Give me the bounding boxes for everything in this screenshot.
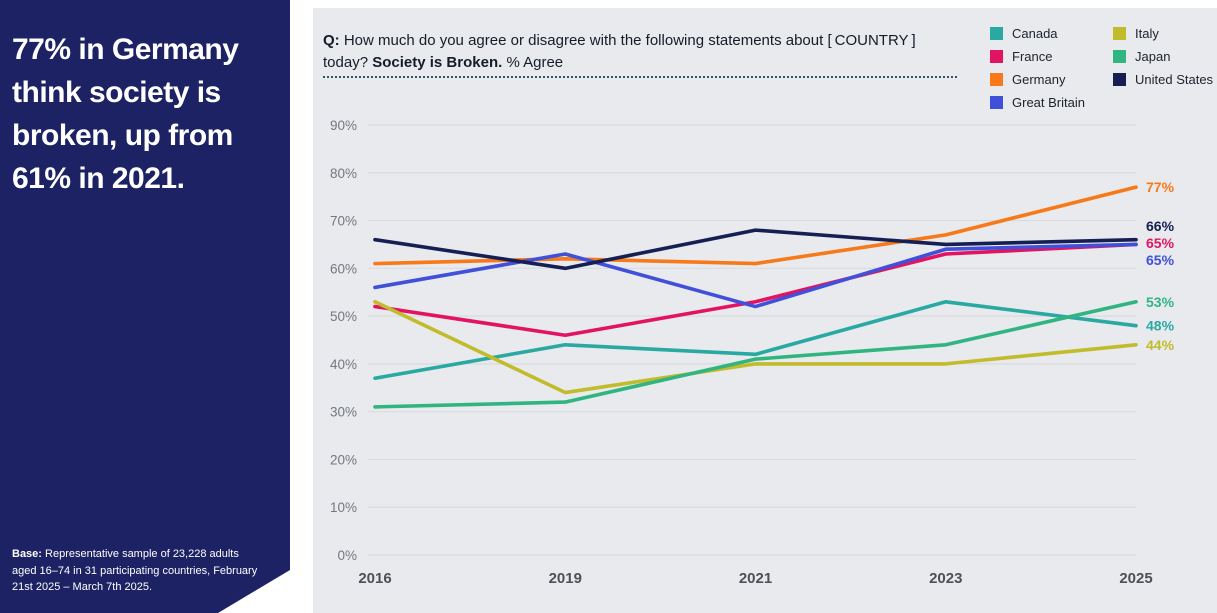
sidebar: 77% in Germany think society is broken, … bbox=[0, 0, 290, 613]
question-body: How much do you agree or disagree with t… bbox=[323, 32, 916, 71]
series-line-france bbox=[373, 242, 1138, 338]
legend-column-2: Italy Japan United States bbox=[1113, 22, 1213, 91]
base-note-label: Base: bbox=[12, 548, 42, 560]
y-axis-tick-label: 0% bbox=[337, 548, 357, 563]
end-value-label-great-britain: 65% bbox=[1146, 252, 1175, 268]
legend-item-france: France bbox=[990, 45, 1085, 68]
legend-label: Italy bbox=[1135, 26, 1159, 41]
question-suffix: % Agree bbox=[502, 53, 564, 71]
series-line-united-states bbox=[373, 228, 1138, 271]
legend-item-great-britain: Great Britain bbox=[990, 91, 1085, 114]
legend-item-italy: Italy bbox=[1113, 22, 1213, 45]
legend-swatch-icon bbox=[990, 27, 1003, 40]
series-line-canada bbox=[373, 299, 1138, 381]
legend-item-united-states: United States bbox=[1113, 68, 1213, 91]
legend-label: Japan bbox=[1135, 49, 1171, 64]
series-line-germany bbox=[373, 185, 1138, 266]
end-value-label-france: 65% bbox=[1146, 235, 1175, 251]
chart-panel: Q: How much do you agree or disagree wit… bbox=[313, 8, 1217, 613]
series-line-italy bbox=[373, 299, 1138, 395]
legend-label: Canada bbox=[1012, 26, 1058, 41]
y-axis-tick-label: 60% bbox=[330, 261, 357, 276]
legend-swatch-icon bbox=[990, 73, 1003, 86]
x-axis-tick-label: 2016 bbox=[358, 570, 391, 587]
legend-swatch-icon bbox=[990, 96, 1003, 109]
legend-label: Great Britain bbox=[1012, 95, 1085, 110]
y-axis-tick-label: 40% bbox=[330, 357, 357, 372]
legend-swatch-icon bbox=[1113, 50, 1126, 63]
legend-column-1: Canada France Germany Great Britain bbox=[990, 22, 1085, 114]
question-text: Q: How much do you agree or disagree wit… bbox=[323, 30, 923, 73]
y-axis-tick-label: 80% bbox=[330, 166, 357, 181]
x-axis-tick-label: 2023 bbox=[929, 570, 962, 587]
dotted-divider bbox=[323, 76, 957, 78]
question-statement: Society is Broken. bbox=[372, 53, 503, 71]
x-axis-tick-label: 2025 bbox=[1119, 570, 1152, 587]
legend-item-germany: Germany bbox=[990, 68, 1085, 91]
x-axis-tick-label: 2019 bbox=[549, 570, 582, 587]
y-axis-tick-label: 70% bbox=[330, 214, 357, 229]
base-note-text: Representative sample of 23,228 adults a… bbox=[12, 548, 258, 593]
y-axis-tick-label: 50% bbox=[330, 309, 357, 324]
y-axis-tick-label: 90% bbox=[330, 118, 357, 133]
base-note: Base: Representative sample of 23,228 ad… bbox=[12, 546, 262, 596]
legend-swatch-icon bbox=[990, 50, 1003, 63]
legend-label: France bbox=[1012, 49, 1053, 64]
legend-swatch-icon bbox=[1113, 27, 1126, 40]
legend-swatch-icon bbox=[1113, 73, 1126, 86]
legend-label: United States bbox=[1135, 72, 1214, 87]
end-value-label-japan: 53% bbox=[1146, 294, 1175, 310]
x-axis-tick-label: 2021 bbox=[739, 570, 772, 587]
end-value-label-germany: 77% bbox=[1146, 179, 1175, 195]
y-axis-tick-label: 20% bbox=[330, 452, 357, 467]
legend-label: Germany bbox=[1012, 72, 1066, 87]
y-axis-tick-label: 10% bbox=[330, 500, 357, 515]
line-chart: 0% 10% 20% 30% 40% 50% 60% 70% 80% 90% 2016 2019 202… bbox=[330, 118, 1175, 587]
legend-item-japan: Japan bbox=[1113, 45, 1213, 68]
end-value-label-canada: 48% bbox=[1146, 318, 1175, 334]
end-value-label-united-states: 66% bbox=[1146, 218, 1175, 234]
legend-item-canada: Canada bbox=[990, 22, 1085, 45]
headline: 77% in Germany think society is broken, … bbox=[12, 33, 239, 195]
series-line-great-britain bbox=[373, 242, 1138, 309]
end-value-label-italy: 44% bbox=[1146, 337, 1175, 353]
series-line-japan bbox=[373, 299, 1138, 409]
y-axis-tick-label: 30% bbox=[330, 405, 357, 420]
question-prefix: Q: bbox=[323, 32, 340, 49]
